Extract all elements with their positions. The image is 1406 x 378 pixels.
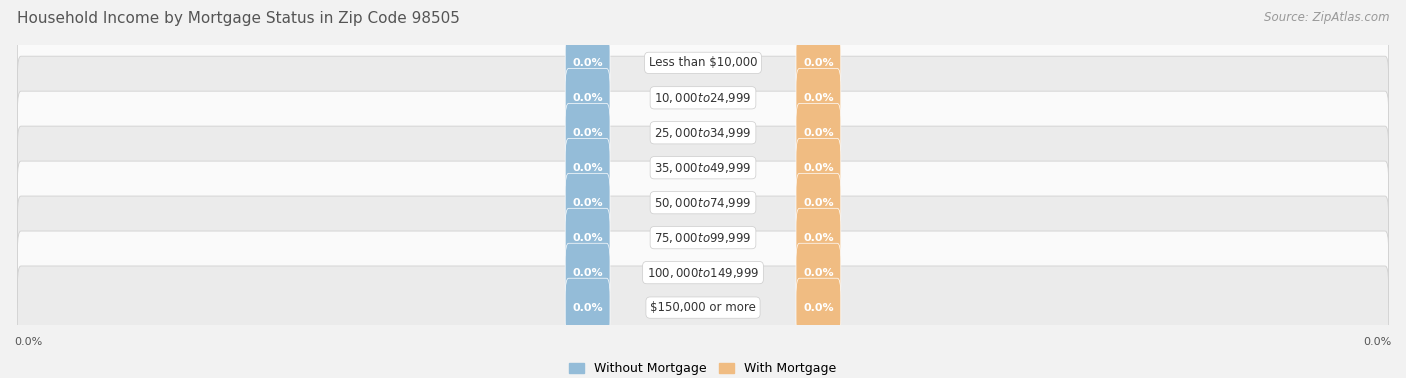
FancyBboxPatch shape xyxy=(796,208,841,267)
Text: Less than $10,000: Less than $10,000 xyxy=(648,56,758,69)
FancyBboxPatch shape xyxy=(17,91,1389,174)
Text: 0.0%: 0.0% xyxy=(803,268,834,277)
FancyBboxPatch shape xyxy=(796,243,841,302)
Legend: Without Mortgage, With Mortgage: Without Mortgage, With Mortgage xyxy=(564,357,842,378)
Text: 0.0%: 0.0% xyxy=(1364,337,1392,347)
Text: 0.0%: 0.0% xyxy=(572,128,603,138)
FancyBboxPatch shape xyxy=(796,34,841,92)
FancyBboxPatch shape xyxy=(796,278,841,337)
FancyBboxPatch shape xyxy=(17,231,1389,314)
Text: 0.0%: 0.0% xyxy=(572,233,603,243)
FancyBboxPatch shape xyxy=(565,208,610,267)
FancyBboxPatch shape xyxy=(17,161,1389,244)
FancyBboxPatch shape xyxy=(17,266,1389,349)
FancyBboxPatch shape xyxy=(796,104,841,162)
Text: 0.0%: 0.0% xyxy=(803,58,834,68)
Text: 0.0%: 0.0% xyxy=(572,268,603,277)
FancyBboxPatch shape xyxy=(17,196,1389,279)
Text: 0.0%: 0.0% xyxy=(572,198,603,208)
Text: $10,000 to $24,999: $10,000 to $24,999 xyxy=(654,91,752,105)
Text: 0.0%: 0.0% xyxy=(572,303,603,313)
Text: 0.0%: 0.0% xyxy=(572,58,603,68)
FancyBboxPatch shape xyxy=(796,174,841,232)
FancyBboxPatch shape xyxy=(565,68,610,127)
FancyBboxPatch shape xyxy=(565,174,610,232)
FancyBboxPatch shape xyxy=(565,138,610,197)
Text: 0.0%: 0.0% xyxy=(572,163,603,173)
Text: $50,000 to $74,999: $50,000 to $74,999 xyxy=(654,196,752,210)
Text: 0.0%: 0.0% xyxy=(14,337,42,347)
Text: Source: ZipAtlas.com: Source: ZipAtlas.com xyxy=(1264,11,1389,24)
FancyBboxPatch shape xyxy=(796,68,841,127)
Text: 0.0%: 0.0% xyxy=(803,303,834,313)
FancyBboxPatch shape xyxy=(17,126,1389,209)
Text: 0.0%: 0.0% xyxy=(803,128,834,138)
FancyBboxPatch shape xyxy=(17,21,1389,104)
Text: Household Income by Mortgage Status in Zip Code 98505: Household Income by Mortgage Status in Z… xyxy=(17,11,460,26)
FancyBboxPatch shape xyxy=(565,243,610,302)
FancyBboxPatch shape xyxy=(565,34,610,92)
FancyBboxPatch shape xyxy=(17,56,1389,139)
Text: $75,000 to $99,999: $75,000 to $99,999 xyxy=(654,231,752,245)
Text: $25,000 to $34,999: $25,000 to $34,999 xyxy=(654,126,752,140)
FancyBboxPatch shape xyxy=(565,104,610,162)
FancyBboxPatch shape xyxy=(565,278,610,337)
Text: 0.0%: 0.0% xyxy=(803,163,834,173)
Text: 0.0%: 0.0% xyxy=(803,233,834,243)
Text: $150,000 or more: $150,000 or more xyxy=(650,301,756,314)
Text: 0.0%: 0.0% xyxy=(803,93,834,103)
Text: $35,000 to $49,999: $35,000 to $49,999 xyxy=(654,161,752,175)
Text: $100,000 to $149,999: $100,000 to $149,999 xyxy=(647,266,759,280)
Text: 0.0%: 0.0% xyxy=(572,93,603,103)
Text: 0.0%: 0.0% xyxy=(803,198,834,208)
FancyBboxPatch shape xyxy=(796,138,841,197)
